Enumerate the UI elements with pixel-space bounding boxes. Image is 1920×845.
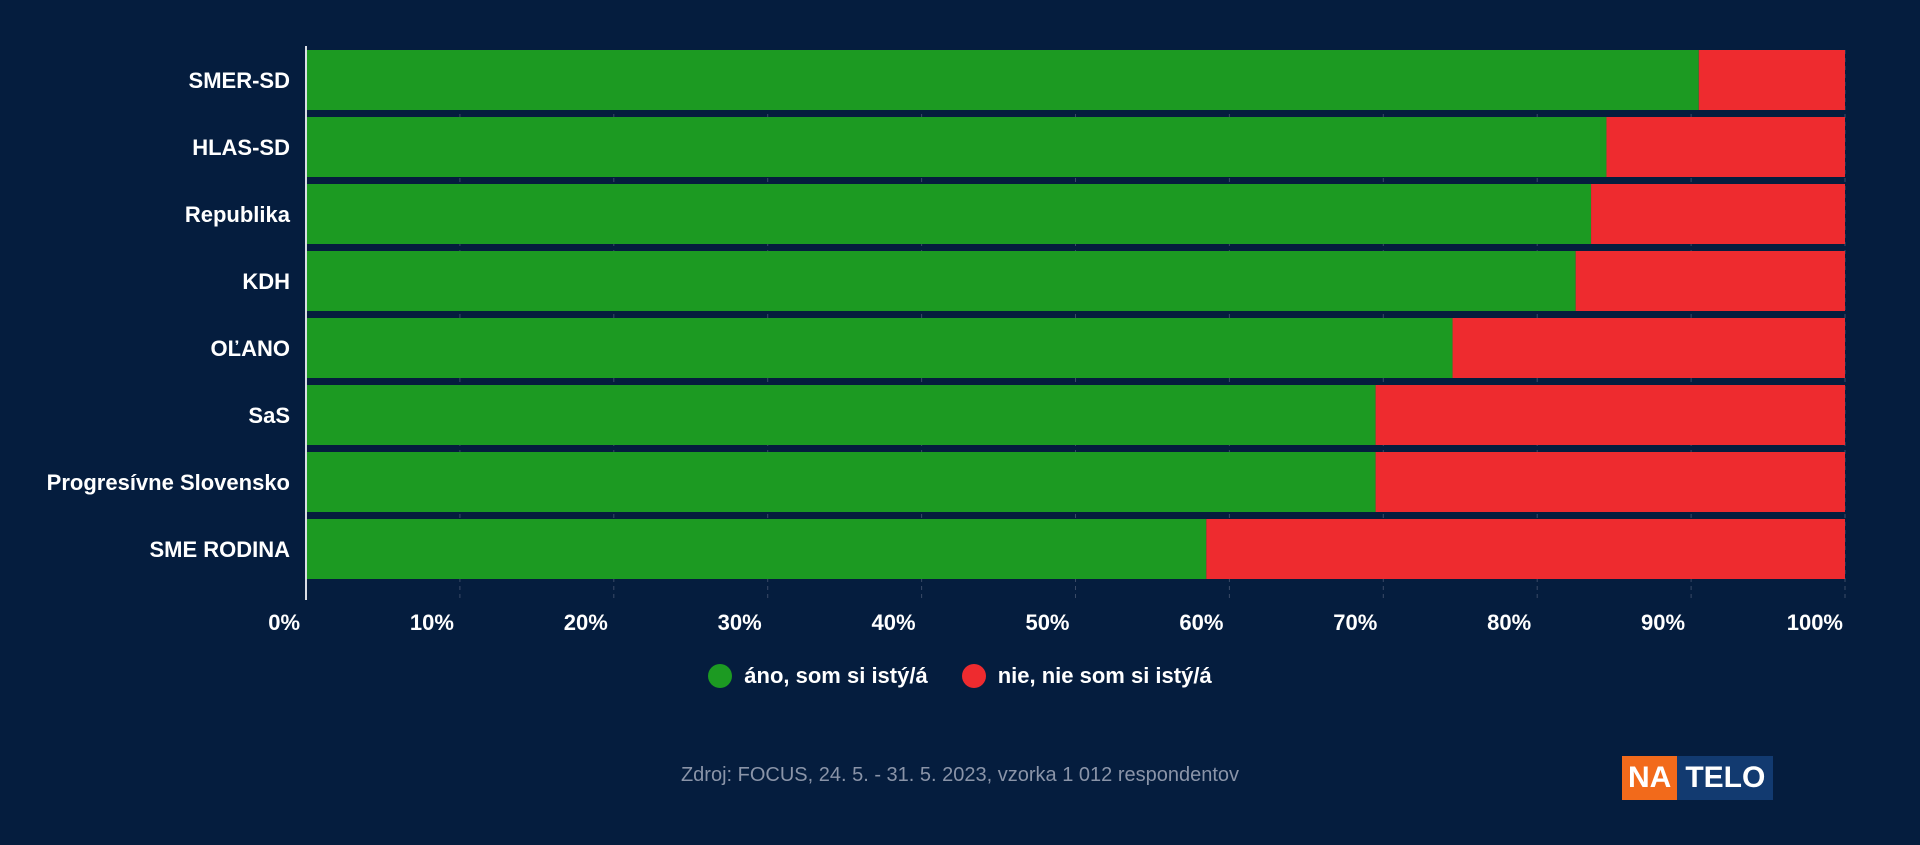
bar-segment-no[interactable] xyxy=(1606,117,1845,177)
bar-segment-no[interactable] xyxy=(1375,452,1845,512)
x-tick-label: 20% xyxy=(564,610,608,635)
bar-segment-yes[interactable] xyxy=(306,50,1699,110)
bar-segment-yes[interactable] xyxy=(306,385,1376,445)
category-label: SME RODINA xyxy=(149,537,290,562)
category-label: OĽANO xyxy=(211,336,290,361)
bar-segment-no[interactable] xyxy=(1452,318,1845,378)
bar-segment-no[interactable] xyxy=(1375,385,1845,445)
bar-segment-yes[interactable] xyxy=(306,519,1207,579)
category-label: SaS xyxy=(248,403,290,428)
legend-label-no: nie, nie som si istý/á xyxy=(997,663,1212,688)
category-labels: SMER-SD HLAS-SD Republika KDH OĽANO SaS Progre… xyxy=(47,68,291,562)
bar-segment-yes[interactable] xyxy=(306,251,1576,311)
bar-segment-yes[interactable] xyxy=(306,184,1592,244)
bars xyxy=(306,50,1845,579)
source-note: Zdroj: FOCUS, 24. 5. - 31. 5. 2023, vzor… xyxy=(680,764,1240,786)
x-tick-label: 50% xyxy=(1025,610,1069,635)
category-label: HLAS-SD xyxy=(192,135,290,160)
x-tick-label: 80% xyxy=(1487,610,1531,635)
category-label: SMER-SD xyxy=(189,68,290,93)
x-tick-label: 40% xyxy=(872,610,916,635)
legend-item-yes[interactable]: áno, som si istý/á xyxy=(708,663,928,689)
x-tick-label: 10% xyxy=(410,610,454,635)
category-label: Republika xyxy=(185,202,291,227)
category-label: KDH xyxy=(242,269,290,294)
x-tick-label: 70% xyxy=(1333,610,1377,635)
legend-marker-no xyxy=(961,664,986,688)
logo-telo-part: TELO xyxy=(1677,756,1774,800)
category-label: Progresívne Slovensko xyxy=(47,470,290,495)
bar-segment-yes[interactable] xyxy=(306,452,1376,512)
legend-label-yes: áno, som si istý/á xyxy=(744,663,928,688)
x-tick-label: 0% xyxy=(268,610,300,635)
bar-segment-no[interactable] xyxy=(1698,50,1845,110)
legend-item-no[interactable]: nie, nie som si istý/á xyxy=(961,663,1212,689)
natelo-logo[interactable]: NA TELO xyxy=(1622,756,1774,800)
legend-marker-yes xyxy=(708,664,733,688)
x-tick-label: 30% xyxy=(718,610,762,635)
bar-segment-yes[interactable] xyxy=(306,318,1453,378)
bar-segment-no[interactable] xyxy=(1206,519,1845,579)
logo-na-part: NA xyxy=(1622,756,1678,800)
legend: áno, som si istý/á nie, nie som si istý/… xyxy=(0,663,1920,689)
x-tick-label: 100% xyxy=(1787,610,1843,635)
bar-segment-no[interactable] xyxy=(1575,251,1845,311)
bar-segment-no[interactable] xyxy=(1591,184,1845,244)
x-tick-label: 90% xyxy=(1641,610,1685,635)
bar-segment-yes[interactable] xyxy=(306,117,1607,177)
x-tick-label: 60% xyxy=(1179,610,1223,635)
tick-labels: 0% 10% 20% 30% 40% 50% 60% 70% 80% 90% 100% xyxy=(268,610,1843,635)
